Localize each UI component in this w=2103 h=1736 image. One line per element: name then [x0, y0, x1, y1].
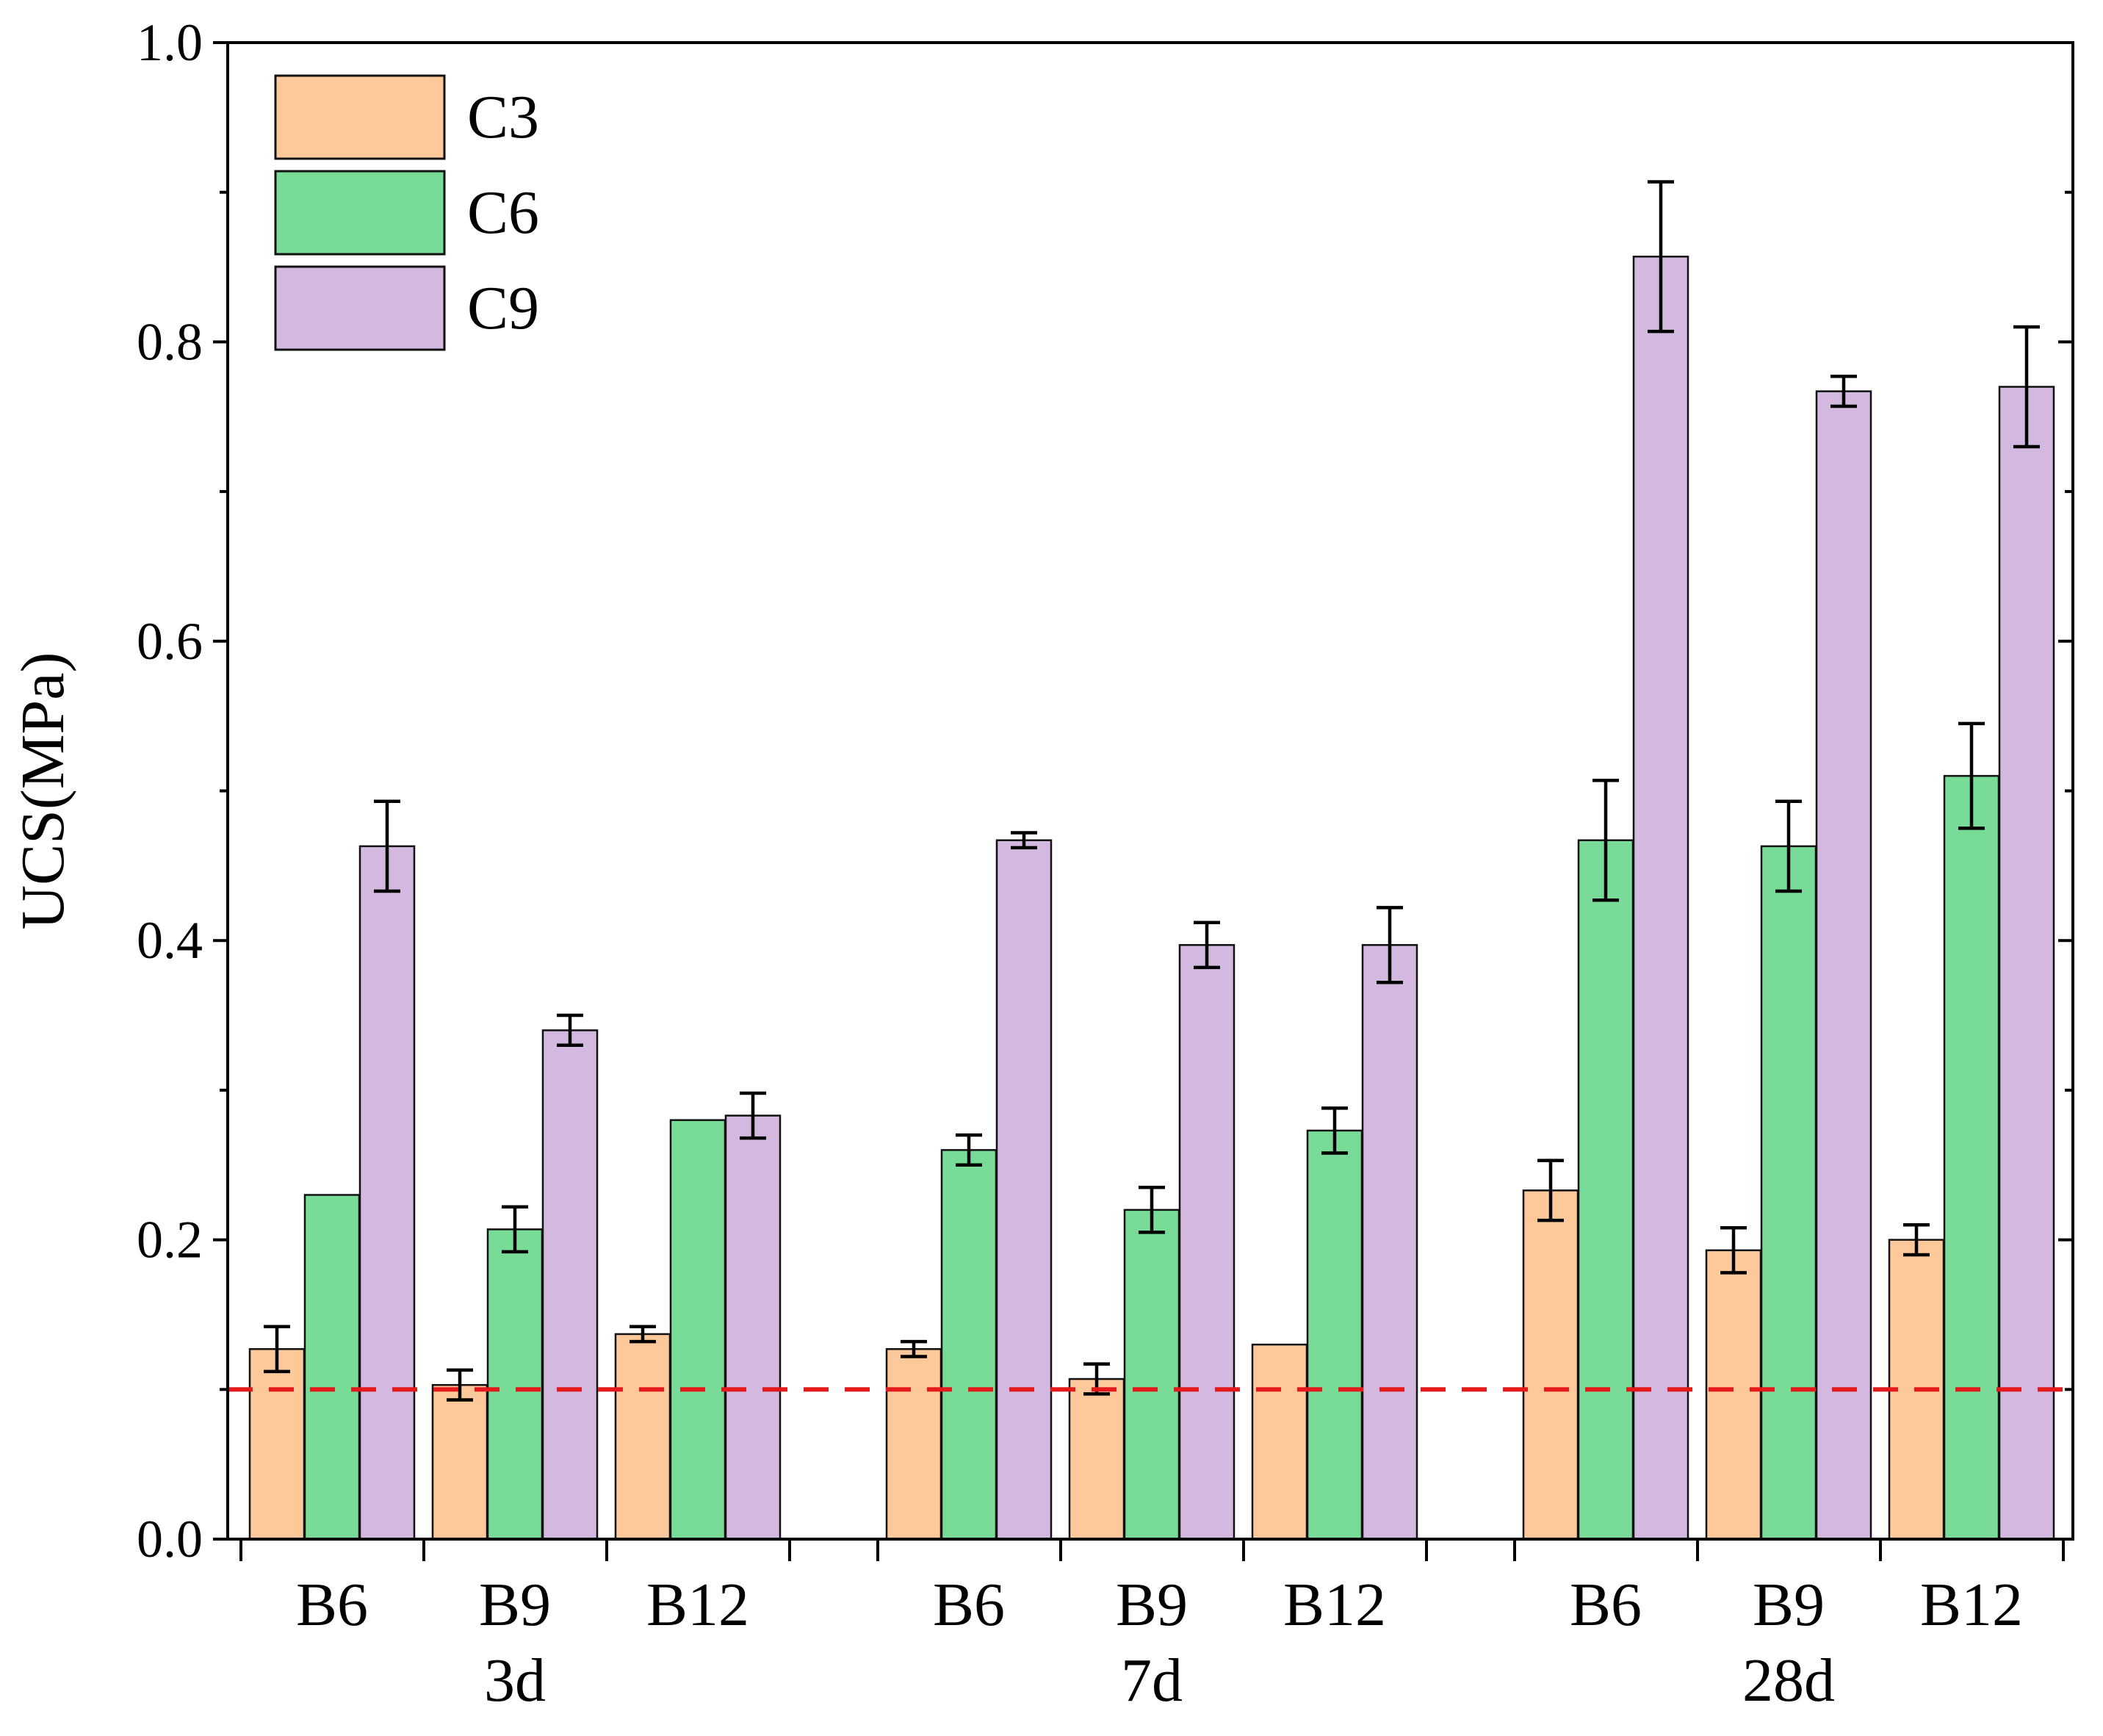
bar-7d-B6-C6 [940, 1149, 998, 1541]
bar-3d-B12-C6 [669, 1119, 726, 1541]
x-category-label: B12 [1283, 1571, 1386, 1639]
bar-3d-B9-C9 [541, 1029, 599, 1541]
x-category-label: B9 [1116, 1571, 1188, 1639]
x-category-label: B12 [646, 1571, 749, 1639]
x-group-label: 28d [1742, 1646, 1835, 1715]
bar-7d-B12-C9 [1361, 944, 1418, 1541]
legend-swatch-C6 [274, 170, 446, 256]
bar-28d-B9-C6 [1760, 845, 1817, 1541]
bar-28d-B12-C9 [1998, 386, 2055, 1541]
bar-7d-B9-C3 [1068, 1377, 1125, 1541]
y-tick-label: 0.4 [137, 911, 203, 970]
bar-28d-B6-C6 [1577, 839, 1634, 1541]
y-tick-label: 0.0 [137, 1510, 203, 1568]
x-category-label: B6 [1570, 1571, 1642, 1639]
x-category-label: B6 [933, 1571, 1005, 1639]
bar-7d-B12-C3 [1251, 1343, 1308, 1541]
bar-7d-B9-C9 [1178, 944, 1236, 1541]
x-category-label: B6 [296, 1571, 368, 1639]
bar-3d-B6-C6 [303, 1194, 361, 1541]
legend: C3 C6 C9 [274, 74, 539, 351]
bar-7d-B6-C3 [885, 1348, 942, 1541]
legend-label-C3: C3 [467, 83, 539, 151]
bar-3d-B6-C3 [248, 1348, 306, 1541]
x-category-label: B12 [1920, 1571, 2023, 1639]
y-tick-label: 0.2 [137, 1211, 203, 1269]
plot-area [228, 180, 2073, 1541]
bar-28d-B9-C9 [1815, 390, 1872, 1541]
y-tick-label: 0.6 [137, 612, 203, 671]
bar-28d-B6-C9 [1632, 256, 1689, 1541]
bar-7d-B6-C9 [995, 839, 1053, 1541]
legend-swatch-C3 [274, 74, 446, 160]
y-tick-label: 0.8 [137, 312, 203, 371]
bar-28d-B12-C6 [1943, 774, 2000, 1541]
bar-28d-B6-C3 [1522, 1189, 1579, 1541]
x-category-label: B9 [1753, 1571, 1825, 1639]
y-tick-label: 1.0 [137, 13, 203, 72]
legend-swatch-C9 [274, 265, 446, 351]
bar-3d-B12-C3 [614, 1333, 671, 1541]
legend-label-C9: C9 [467, 274, 539, 342]
x-group-label: 3d [484, 1646, 546, 1715]
axes: 0.0 0.2 0.4 0.6 0.8 1.0 UCS(MPa) B6 B9 B12 3d B6 B9 B… [9, 13, 2074, 1715]
y-axis-title: UCS(MPa) [9, 652, 77, 929]
bar-7d-B9-C6 [1123, 1209, 1180, 1541]
bar-28d-B9-C3 [1705, 1249, 1762, 1541]
x-category-label: B9 [479, 1571, 551, 1639]
bar-3d-B12-C9 [724, 1114, 782, 1541]
bar-3d-B9-C6 [486, 1228, 544, 1541]
x-group-label: 7d [1121, 1646, 1183, 1715]
bar-3d-B6-C9 [358, 845, 416, 1541]
bar-3d-B9-C3 [431, 1383, 488, 1541]
legend-label-C6: C6 [467, 179, 539, 247]
bar-7d-B12-C6 [1306, 1129, 1363, 1541]
